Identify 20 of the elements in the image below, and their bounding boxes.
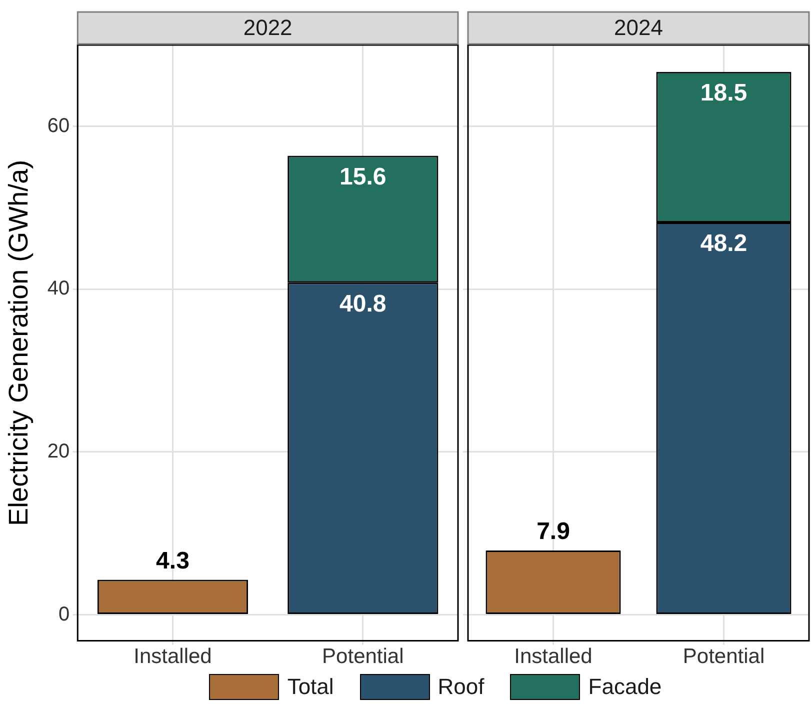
- x-tick-label: Potential: [682, 645, 765, 668]
- chart-title: 2024: [614, 15, 663, 40]
- y-tick-label: 0: [58, 603, 70, 626]
- data-label: 40.8: [340, 290, 386, 318]
- y-tick-label: 40: [47, 278, 70, 300]
- legend-label: Facade: [588, 674, 662, 700]
- data-label: 48.2: [700, 230, 748, 258]
- chart-title: 2022: [243, 15, 292, 40]
- x-tick-label: Installed: [134, 645, 212, 668]
- x-tick-label: Potential: [322, 645, 404, 668]
- legend-label: Total: [287, 674, 334, 700]
- data-label: 18.5: [700, 79, 748, 106]
- data-label: 15.6: [340, 163, 386, 190]
- data-label: 4.3: [156, 547, 190, 574]
- data-label: 7.9: [536, 518, 570, 546]
- legend-label: Roof: [438, 674, 484, 700]
- x-tick-label: Installed: [514, 645, 592, 668]
- y-tick-label: 60: [47, 114, 70, 137]
- y-tick-label: 20: [47, 440, 70, 462]
- y-axis-title: Electricity Generation (GWh/a): [4, 160, 34, 526]
